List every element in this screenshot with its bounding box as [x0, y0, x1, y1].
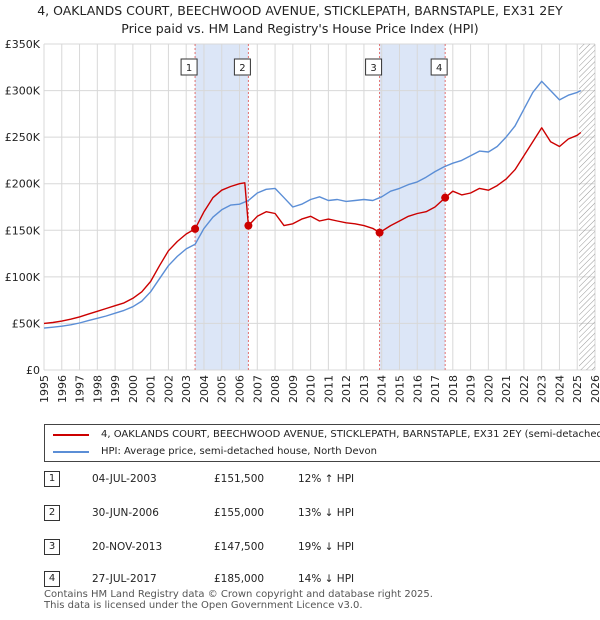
x-tick-label: 2020	[482, 375, 495, 403]
transaction-price: £151,500	[214, 473, 265, 485]
transaction-marker: 1	[180, 58, 198, 76]
chart-title: 4, OAKLANDS COURT, BEECHWOOD AVENUE, STI…	[0, 2, 600, 38]
transaction-marker-box	[180, 58, 198, 76]
transaction-badge: 2	[44, 505, 60, 521]
table-row: 4 27-JUL-2017 £185,000 14% ↓ HPI	[44, 570, 444, 588]
transaction-point	[375, 228, 384, 237]
footer-copyright: Contains HM Land Registry data © Crown c…	[44, 589, 433, 600]
y-tick-label: £0	[26, 364, 40, 377]
x-tick-label: 2004	[198, 375, 211, 403]
y-tick-label: £350K	[5, 38, 41, 51]
transaction-badge: 3	[44, 539, 60, 555]
x-tick-label: 1998	[91, 375, 104, 403]
y-tick-label: £300K	[5, 85, 41, 98]
x-tick-label: 2024	[553, 375, 566, 403]
footer-license: This data is licensed under the Open Gov…	[44, 600, 363, 611]
table-row: 2 30-JUN-2006 £155,000 13% ↓ HPI	[44, 504, 444, 522]
transaction-marker-label: 4	[436, 63, 442, 74]
transaction-point	[191, 224, 200, 233]
transaction-price: £155,000	[214, 507, 265, 519]
x-tick-label: 2009	[287, 375, 300, 403]
x-tick-label: 2001	[145, 375, 158, 403]
x-tick-label: 2019	[465, 375, 478, 403]
legend-swatch-hpi	[53, 451, 89, 453]
x-tick-label: 2025	[571, 375, 584, 403]
footer: Contains HM Land Registry data © Crown c…	[44, 589, 433, 611]
transaction-badge: 4	[44, 571, 60, 587]
price-paid-line	[43, 127, 582, 325]
x-tick-label: 2008	[269, 375, 282, 403]
x-tick-label: 2021	[500, 375, 513, 403]
transaction-hpi-diff: 14% ↓ HPI	[298, 573, 355, 585]
x-tick-label: 2013	[358, 375, 371, 403]
legend: 4, OAKLANDS COURT, BEECHWOOD AVENUE, STI…	[44, 424, 600, 462]
transaction-marker-label: 1	[186, 63, 192, 74]
y-tick-label: £100K	[5, 271, 41, 284]
y-tick-label: £50K	[12, 317, 41, 330]
transaction-date: 20-NOV-2013	[92, 541, 163, 553]
hatched-region	[579, 44, 595, 370]
table-row: 3 20-NOV-2013 £147,500 19% ↓ HPI	[44, 538, 444, 556]
y-tick-label: £150K	[5, 224, 41, 237]
transaction-badge: 1	[44, 471, 60, 487]
x-tick-label: 2018	[447, 375, 460, 403]
x-tick-label: 2023	[536, 375, 549, 403]
price-chart: 1 2 3 4 £0 £50K £100K £150K £200K £250K £300K £350…	[5, 38, 600, 403]
transaction-price: £147,500	[214, 541, 265, 553]
transaction-marker-label: 3	[370, 63, 376, 74]
x-tick-label: 2000	[127, 375, 140, 403]
legend-label-hpi: HPI: Average price, semi-detached house,…	[101, 446, 377, 457]
x-tick-label: 2015	[393, 375, 406, 403]
transaction-marker-label: 2	[239, 63, 245, 74]
transaction-marker: 3	[365, 58, 383, 76]
x-tick-label: 2016	[411, 375, 424, 403]
y-tick-label: £250K	[5, 131, 41, 144]
x-tick-label: 2026	[589, 375, 600, 403]
legend-label-price-paid: 4, OAKLANDS COURT, BEECHWOOD AVENUE, STI…	[101, 429, 600, 440]
transaction-marker-box	[365, 58, 383, 76]
x-tick-label: 2010	[305, 375, 318, 403]
transaction-marker: 4	[430, 58, 448, 76]
x-tick-label: 1996	[56, 375, 69, 403]
x-tick-label: 2006	[234, 375, 247, 403]
x-tick-label: 2002	[162, 375, 175, 403]
transaction-hpi-diff: 12% ↑ HPI	[298, 473, 355, 485]
transaction-date: 04-JUL-2003	[92, 473, 157, 485]
x-tick-label: 2012	[340, 375, 353, 403]
transaction-point	[244, 221, 253, 230]
x-tick-label: 1999	[109, 375, 122, 403]
x-tick-label: 1995	[38, 375, 51, 403]
transaction-date: 27-JUL-2017	[92, 573, 157, 585]
y-tick-label: £200K	[5, 178, 41, 191]
transaction-marker-box	[430, 58, 448, 76]
transaction-marker-box	[233, 58, 251, 76]
x-tick-label: 2017	[429, 375, 442, 403]
transaction-hpi-diff: 13% ↓ HPI	[298, 507, 355, 519]
transaction-hpi-diff: 19% ↓ HPI	[298, 541, 355, 553]
x-tick-label: 2007	[251, 375, 264, 403]
transaction-point	[441, 193, 450, 202]
x-tick-label: 2014	[376, 375, 389, 403]
chart-title-line2: Price paid vs. HM Land Registry's House …	[121, 21, 479, 36]
x-tick-label: 2003	[180, 375, 193, 403]
hpi-line	[43, 80, 582, 329]
x-tick-label: 2005	[216, 375, 229, 403]
x-tick-label: 2022	[518, 375, 531, 403]
transaction-marker: 2	[233, 58, 251, 76]
transaction-date: 30-JUN-2006	[92, 507, 159, 519]
chart-title-line1: 4, OAKLANDS COURT, BEECHWOOD AVENUE, STI…	[37, 3, 563, 18]
x-tick-label: 1997	[74, 375, 87, 403]
legend-swatch-price-paid	[53, 434, 89, 436]
table-row: 1 04-JUL-2003 £151,500 12% ↑ HPI	[44, 470, 444, 488]
x-tick-label: 2011	[322, 375, 335, 403]
transaction-price: £185,000	[214, 573, 265, 585]
